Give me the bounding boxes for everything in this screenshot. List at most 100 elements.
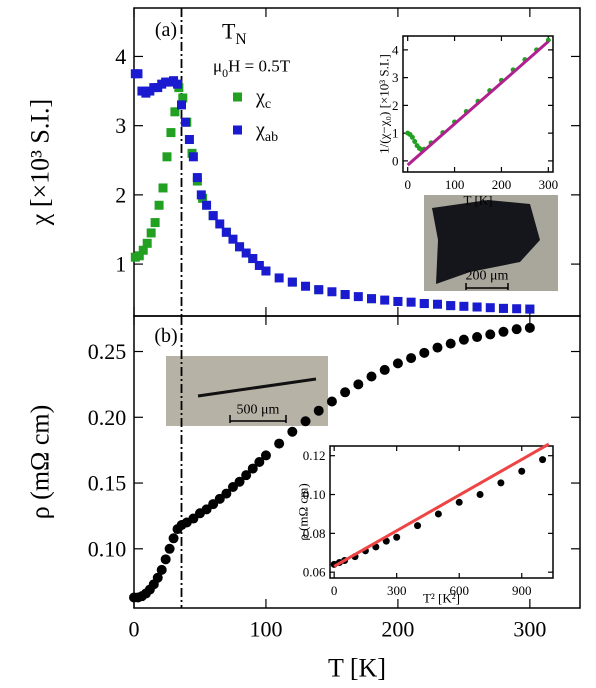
y-tick-label: 4 <box>115 44 126 69</box>
data-point <box>287 426 298 437</box>
data-point <box>512 304 522 314</box>
data-point <box>409 134 415 140</box>
fit-line <box>406 40 550 167</box>
data-point <box>158 183 168 193</box>
x-tick-label: 300 <box>539 177 559 192</box>
legend-marker <box>233 125 242 135</box>
x-tick-label: 300 <box>513 616 546 641</box>
data-point <box>419 347 430 358</box>
data-point <box>241 248 251 258</box>
data-point <box>184 135 194 145</box>
data-point <box>485 303 495 313</box>
data-point <box>393 296 403 306</box>
data-point <box>146 228 156 238</box>
y-tick-label: 1 <box>115 252 126 277</box>
y-tick-label: 0.10 <box>88 536 127 561</box>
data-point <box>539 456 547 464</box>
data-point <box>221 488 232 499</box>
data-point <box>326 396 337 407</box>
plot: 1 2 3 4 χ [×10³ S.I.] χc χab <box>26 7 581 317</box>
data-point <box>459 301 469 311</box>
x-tick-label: 200 <box>381 616 414 641</box>
data-point <box>241 470 252 481</box>
x-axis-label: T [K] <box>463 193 492 208</box>
y-tick-label: 0.15 <box>88 471 127 496</box>
data-point <box>254 457 265 467</box>
data-point <box>177 100 187 110</box>
data-point <box>366 371 377 382</box>
data-point <box>314 285 324 295</box>
data-point <box>414 522 422 530</box>
x-tick-label: 0 <box>331 583 338 598</box>
plot: 0 100 200 300 0 1 2 3 41/(χ−χ₀) [×10³ S.I.] T [K] <box>377 35 559 208</box>
data-point <box>340 290 350 300</box>
data-point <box>301 281 311 291</box>
data-point <box>228 234 238 244</box>
x-tick-label: 100 <box>249 616 282 641</box>
data-point <box>152 572 163 583</box>
data-point <box>235 242 245 252</box>
data-point <box>472 302 482 312</box>
data-point <box>142 238 152 248</box>
data-point <box>154 200 164 210</box>
plot: 0 300 600 900 0.06 0.08 0.10 0.12 ρ (mΩ cm) T² [K… <box>296 442 554 606</box>
data-point <box>287 277 297 287</box>
data-point <box>274 438 285 449</box>
data-point <box>260 450 271 461</box>
photo-crystal: 200 μm <box>424 195 558 291</box>
data-point <box>406 353 417 364</box>
data-point <box>498 326 509 337</box>
data-point <box>178 93 188 103</box>
y-tick-label: 0.25 <box>88 339 127 364</box>
data-point <box>525 304 535 314</box>
x-tick-label: 600 <box>449 583 469 598</box>
data-point <box>170 107 180 117</box>
y-tick-label: 0.20 <box>88 405 127 430</box>
data-point <box>168 533 179 544</box>
data-point <box>367 294 377 304</box>
y-tick-label: 0.06 <box>303 565 326 580</box>
data-point <box>133 69 143 79</box>
data-point <box>208 211 218 221</box>
data-point <box>138 245 148 255</box>
data-point <box>160 554 171 565</box>
x-tick-label: 100 <box>445 177 465 192</box>
fit-line <box>333 442 550 568</box>
data-point <box>215 219 225 229</box>
data-point <box>166 128 176 138</box>
data-point <box>156 564 167 575</box>
data-point <box>524 322 535 333</box>
y-axis-label: ρ (mΩ cm) <box>296 483 311 540</box>
transition-label: TN <box>222 19 247 49</box>
panel-label: (b) <box>154 325 177 347</box>
data-point <box>485 329 496 340</box>
data-point <box>511 324 522 335</box>
data-point <box>353 379 364 390</box>
scale-label: 200 μm <box>466 269 509 284</box>
y-tick-label: 0 <box>392 153 399 168</box>
data-point <box>419 299 429 309</box>
x-axis-label: T² [K²] <box>423 591 460 606</box>
data-point <box>392 358 403 369</box>
data-point <box>162 152 172 162</box>
data-point <box>446 301 456 311</box>
y-tick-label: 3 <box>392 70 399 85</box>
data-point <box>327 287 337 297</box>
y-tick-label: 2 <box>115 182 126 207</box>
data-point <box>164 543 175 554</box>
data-point <box>455 498 463 506</box>
data-point <box>196 190 206 200</box>
data-point <box>180 117 190 127</box>
data-point <box>234 476 245 487</box>
y-tick-label: 0.08 <box>303 526 326 541</box>
data-point <box>445 338 456 349</box>
x-tick-label: 200 <box>492 177 512 192</box>
data-point <box>247 463 258 474</box>
x-axis-label: T [K] <box>328 654 386 683</box>
legend-label: χab <box>255 119 278 145</box>
legend-label: χc <box>255 86 271 112</box>
data-point <box>254 260 264 270</box>
data-point <box>261 266 271 276</box>
data-point <box>458 334 469 345</box>
data-point <box>518 467 526 475</box>
